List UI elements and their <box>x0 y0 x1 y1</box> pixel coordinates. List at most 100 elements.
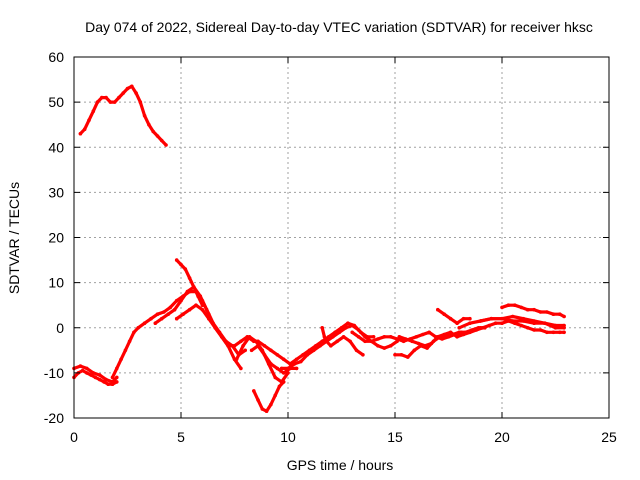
y-axis-label: SDTVAR / TECUs <box>6 182 22 294</box>
data-point <box>174 258 179 262</box>
data-point <box>82 127 87 131</box>
data-point <box>78 131 83 136</box>
x-tick-label: 20 <box>494 429 510 445</box>
data-point <box>153 321 158 326</box>
data-point <box>187 307 192 312</box>
x-axis-label: GPS time / hours <box>287 457 394 473</box>
data-point <box>269 402 273 407</box>
data-point <box>279 366 284 371</box>
data-point <box>132 330 136 335</box>
data-point <box>519 323 524 328</box>
x-tick-label: 15 <box>387 429 403 445</box>
data-point <box>562 330 566 335</box>
data-point <box>174 316 179 321</box>
data-point <box>335 339 340 344</box>
data-point <box>457 326 462 330</box>
data-point <box>112 100 117 104</box>
data-point <box>172 307 177 312</box>
data-point <box>506 303 511 308</box>
data-point <box>363 335 367 339</box>
data-point <box>318 344 322 348</box>
data-point <box>155 134 160 138</box>
y-tick-label: 50 <box>48 94 64 110</box>
data-point <box>106 382 110 387</box>
data-point <box>500 321 504 326</box>
y-tick-label: 30 <box>48 184 64 200</box>
data-point <box>269 362 273 366</box>
data-point <box>551 312 556 317</box>
data-point <box>395 337 399 341</box>
data-point <box>97 377 102 382</box>
data-point <box>119 357 123 362</box>
x-tick-label: 0 <box>70 429 78 445</box>
data-point <box>110 375 115 380</box>
data-point <box>416 341 421 346</box>
data-point <box>273 393 278 398</box>
data-point <box>376 337 380 341</box>
data-point <box>294 357 299 362</box>
data-point <box>110 380 115 384</box>
data-point <box>478 319 483 323</box>
data-point <box>376 344 380 348</box>
data-point <box>93 375 98 380</box>
data-point <box>239 366 243 371</box>
data-point <box>168 305 173 310</box>
data-point <box>91 371 96 375</box>
data-point <box>89 373 93 377</box>
data-point <box>294 366 299 371</box>
data-point <box>241 344 245 348</box>
data-point <box>558 330 562 335</box>
data-point <box>468 316 472 321</box>
data-point <box>320 326 325 330</box>
data-point <box>281 371 286 375</box>
data-point <box>252 389 256 393</box>
data-point <box>412 348 417 353</box>
data-point <box>136 326 140 330</box>
data-point <box>444 335 449 339</box>
data-point <box>273 375 278 380</box>
data-point <box>346 321 350 326</box>
data-point <box>468 330 472 335</box>
y-tick-label: 20 <box>48 230 64 246</box>
data-traces <box>72 84 566 414</box>
data-point <box>286 366 290 371</box>
data-point <box>525 307 530 312</box>
x-tick-label: 25 <box>601 429 617 445</box>
data-point <box>442 332 447 337</box>
data-point <box>85 366 89 371</box>
data-point <box>455 321 459 326</box>
data-point <box>361 353 365 357</box>
data-point <box>371 335 376 339</box>
data-point <box>562 314 566 319</box>
data-point <box>269 348 273 353</box>
data-point <box>95 100 100 104</box>
data-point <box>247 335 252 339</box>
data-point <box>369 339 374 344</box>
data-point <box>388 344 393 348</box>
data-point <box>423 344 427 348</box>
data-point <box>80 368 85 373</box>
data-point <box>134 91 138 95</box>
data-point <box>292 362 297 366</box>
y-tick-label: 40 <box>48 139 64 155</box>
data-point <box>421 332 425 337</box>
data-point <box>97 373 102 377</box>
trace-high-arc <box>78 84 168 147</box>
grid <box>74 57 609 418</box>
data-point <box>532 319 536 323</box>
data-point <box>104 95 108 100</box>
data-point <box>322 335 327 339</box>
data-point <box>78 364 83 368</box>
data-point <box>551 330 556 335</box>
data-point <box>117 95 121 100</box>
data-point <box>256 344 260 348</box>
data-point <box>281 357 286 362</box>
data-point <box>356 328 361 332</box>
chart-title: Day 074 of 2022, Sidereal Day-to-day VTE… <box>85 19 593 35</box>
data-point <box>350 323 355 328</box>
data-point <box>324 339 329 344</box>
data-point <box>275 366 280 371</box>
data-point <box>532 328 536 332</box>
data-point <box>344 326 348 330</box>
data-point <box>183 267 188 271</box>
